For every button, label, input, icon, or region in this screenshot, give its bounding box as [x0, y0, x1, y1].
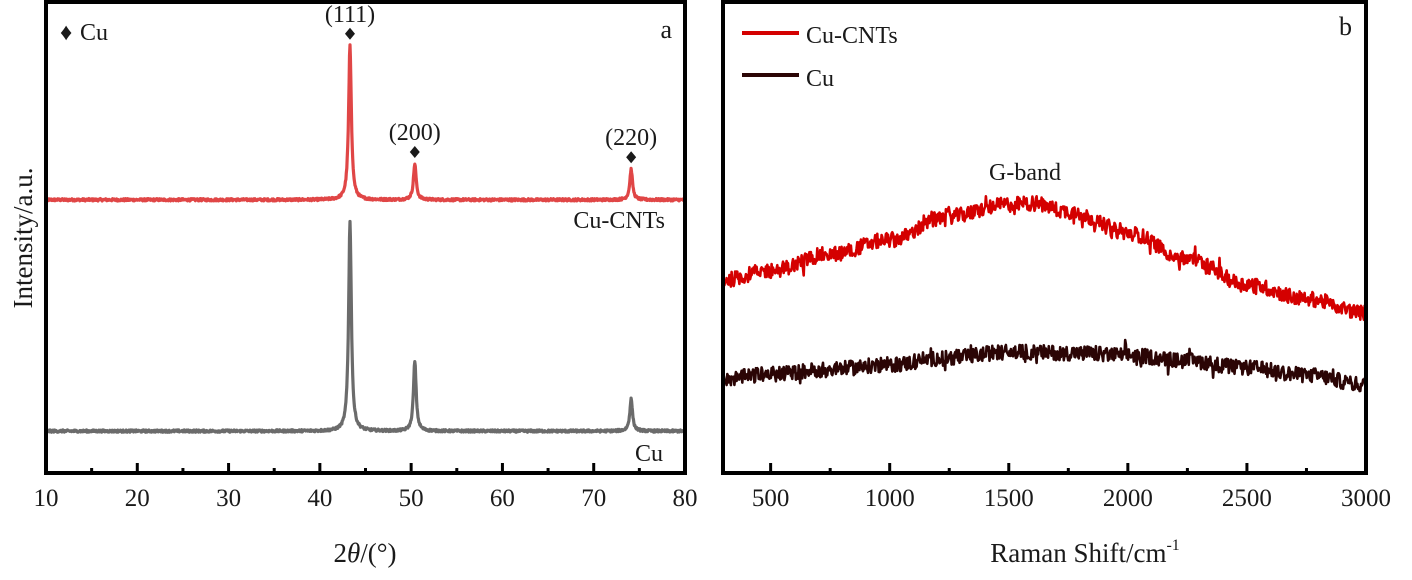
legend-label-cu: Cu	[80, 20, 108, 46]
g-band-annotation: G-band	[989, 160, 1061, 186]
panel-a-xrd: 10 20 30 40 50 60 70 80 (111)(200) (220) ♦ Cu a …	[8, 0, 698, 568]
peak-diamond-icon	[409, 146, 420, 159]
peak-diamond-icon	[344, 27, 355, 40]
legend-label-cu: Cu	[806, 66, 834, 92]
x-title-suffix: /(°)	[360, 538, 396, 568]
x-title-symbol: θ	[347, 538, 360, 568]
panel-b-letter: b	[1339, 12, 1352, 41]
panel-a-letter: a	[660, 15, 672, 44]
panel-b-x-axis-title: Raman Shift/cm-1	[990, 537, 1180, 568]
x-tick-label: 10	[34, 485, 59, 512]
series-label-cu-cnts: Cu-CNTs	[573, 208, 665, 234]
peak-hkl-label: (200)	[389, 120, 441, 146]
x-tick-label: 50	[399, 485, 424, 512]
series-line-cu-cnts	[44, 43, 687, 203]
panel-b-legend: Cu-CNTs Cu	[742, 23, 898, 92]
panel-a-y-axis-title: Intensity/a.u.	[8, 168, 38, 309]
x-tick-label: 40	[307, 485, 332, 512]
panel-a-legend: ♦ Cu	[60, 20, 108, 46]
panel-b-x-ticks: 500 1000 1500 2000 2500 3000	[752, 463, 1391, 512]
panel-a-annotations: (111) (200) (220)	[325, 2, 657, 164]
x-title-superscript: -1	[1166, 537, 1179, 554]
series-line-cu	[44, 219, 687, 434]
series-label-cu: Cu	[635, 441, 663, 467]
x-tick-label: 3000	[1341, 485, 1391, 512]
panel-b-curves	[725, 195, 1364, 393]
panel-a-frame	[44, 0, 687, 475]
panel-a-x-ticks: 10 20 30 40 50 60 70 80	[34, 463, 698, 512]
x-tick-label: 20	[125, 485, 150, 512]
x-tick-label: 500	[752, 485, 790, 512]
x-tick-label: 80	[673, 485, 698, 512]
x-tick-label: 70	[581, 485, 606, 512]
x-title-prefix: 2	[333, 538, 347, 568]
panel-a-x-axis-title: 2θ/(°)	[333, 538, 396, 568]
series-line-cu	[725, 338, 1364, 393]
x-tick-label: 2000	[1103, 485, 1153, 512]
peak-hkl-label: (220)	[605, 125, 657, 151]
panel-a-curves	[44, 43, 687, 434]
x-title-main: Raman Shift/cm	[990, 538, 1166, 568]
peak-diamond-icon	[626, 151, 637, 164]
legend-label-cu-cnts: Cu-CNTs	[806, 23, 898, 49]
panel-b-raman: 500 1000 1500 2000 2500 3000 Cu-CNTs Cu b G-b…	[721, 0, 1391, 568]
panel-b-frame	[721, 0, 1368, 475]
series-line-cu-cnts	[725, 195, 1364, 322]
x-tick-label: 1500	[984, 485, 1034, 512]
x-tick-label: 60	[490, 485, 515, 512]
x-tick-label: 30	[216, 485, 241, 512]
peak-hkl-label: (111)	[325, 2, 375, 28]
legend-diamond-icon: ♦	[60, 20, 72, 46]
x-tick-label: 2500	[1222, 485, 1272, 512]
x-tick-label: 1000	[865, 485, 915, 512]
